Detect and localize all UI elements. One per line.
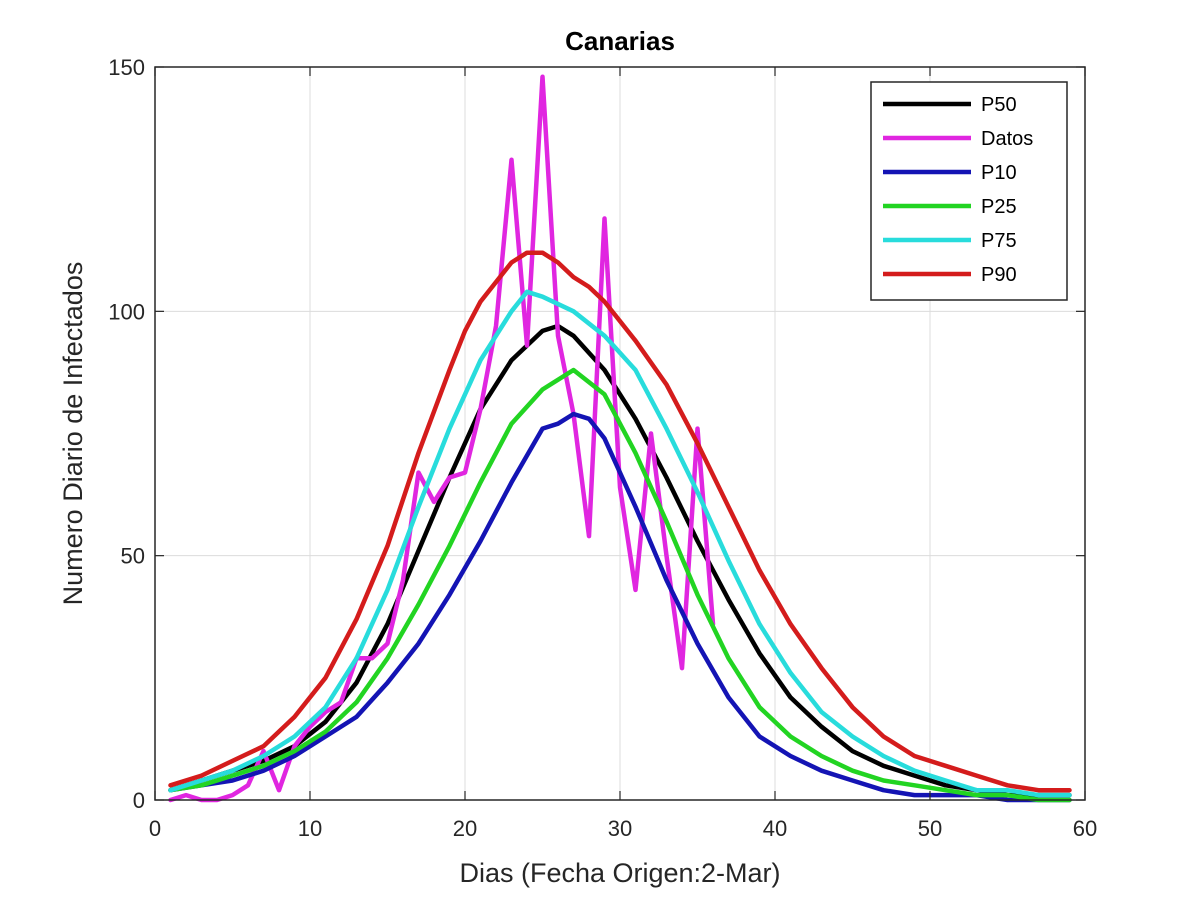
x-tick-label: 60 xyxy=(1073,816,1097,841)
x-tick-label: 20 xyxy=(453,816,477,841)
series-layer xyxy=(168,74,1072,803)
y-tick-label: 100 xyxy=(108,299,145,324)
legend: P50 Datos P10 P25 P75 P90 xyxy=(870,81,1068,301)
legend-label-p75: P75 xyxy=(981,230,1017,252)
axis-ticks: 0 10 20 30 40 50 60 0 50 100 150 xyxy=(108,55,1097,841)
legend-label-p10: P10 xyxy=(981,162,1017,184)
x-tick-label: 0 xyxy=(149,816,161,841)
series-line-p25 xyxy=(168,367,1072,803)
x-axis-label: Dias (Fecha Origen:2-Mar) xyxy=(459,858,780,888)
legend-label-p50: P50 xyxy=(981,94,1017,116)
legend-label-datos: Datos xyxy=(981,128,1033,150)
series-line-p50 xyxy=(168,323,1072,798)
legend-label-p90: P90 xyxy=(981,264,1017,286)
legend-box xyxy=(870,81,1068,301)
series-line-p75 xyxy=(168,289,1072,798)
series-line-p90 xyxy=(168,250,1072,793)
x-tick-label: 30 xyxy=(608,816,632,841)
y-tick-label: 150 xyxy=(108,55,145,80)
series-line-p10 xyxy=(168,411,1072,803)
chart-title: Canarias xyxy=(565,26,675,56)
x-tick-label: 50 xyxy=(918,816,942,841)
x-tick-label: 40 xyxy=(763,816,787,841)
y-tick-label: 50 xyxy=(121,544,145,569)
x-tick-label: 10 xyxy=(298,816,322,841)
y-axis-label: Numero Diario de Infectados xyxy=(58,262,88,606)
y-tick-label: 0 xyxy=(133,788,145,813)
legend-label-p25: P25 xyxy=(981,196,1017,218)
